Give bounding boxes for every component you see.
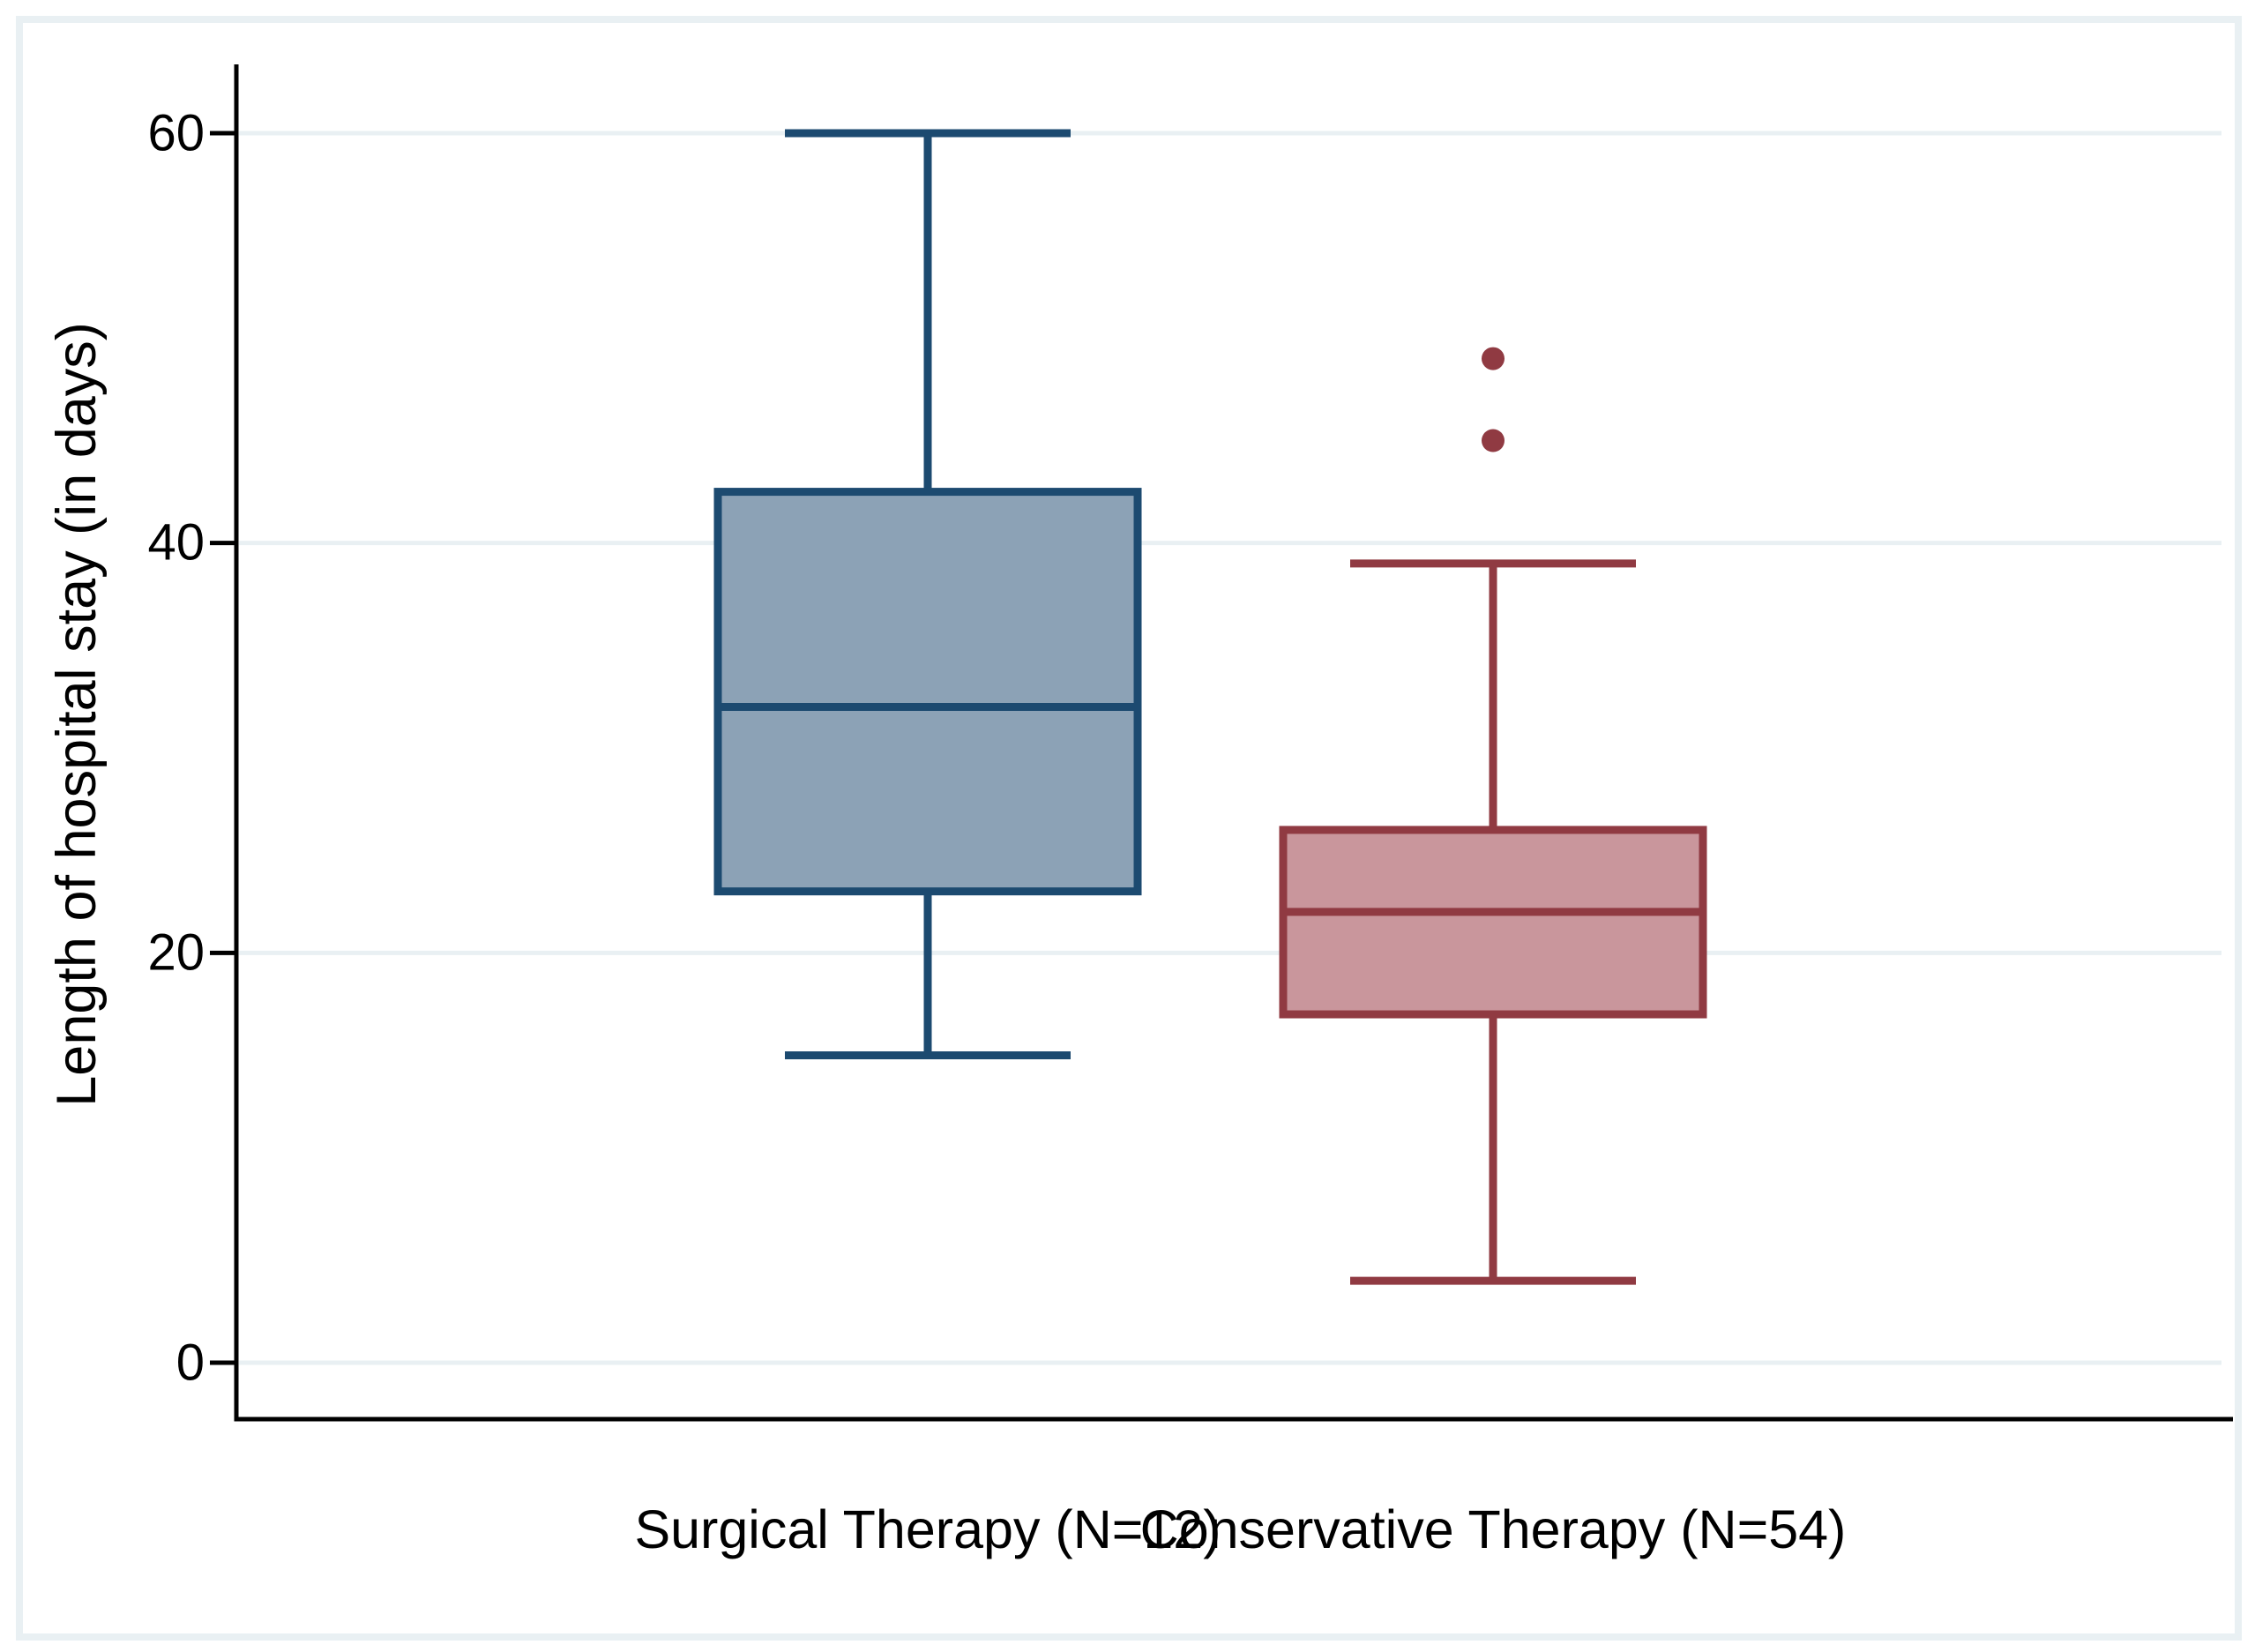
y-tick-label-40: 40: [147, 514, 205, 572]
box-group-conservative: [1279, 347, 1707, 1285]
y-axis-title: Length of hospital stay (in days): [46, 322, 108, 1107]
axes: [210, 64, 2233, 1422]
box-group-surgical: [713, 129, 1142, 1060]
y-tick-label-20: 20: [147, 924, 205, 982]
category-label-conservative: Conservative Therapy (N=54): [1140, 1499, 1847, 1559]
y-tick-label-60: 60: [147, 105, 205, 162]
figure-frame: [16, 16, 2242, 1641]
box-series: [713, 129, 1707, 1285]
gridlines: [239, 131, 2221, 1365]
iqr-box: [1279, 826, 1707, 1019]
outlier-dot-45: [1482, 429, 1505, 452]
outlier-dot-49: [1482, 347, 1505, 370]
x-category-labels: Surgical Therapy (N=12) Conservative The…: [634, 1499, 1846, 1559]
category-label-surgical: Surgical Therapy (N=12): [634, 1499, 1221, 1559]
y-tick-label-0: 0: [176, 1334, 205, 1392]
iqr-box: [713, 488, 1142, 896]
y-tick-labels: 0 20 40 60: [147, 105, 205, 1392]
